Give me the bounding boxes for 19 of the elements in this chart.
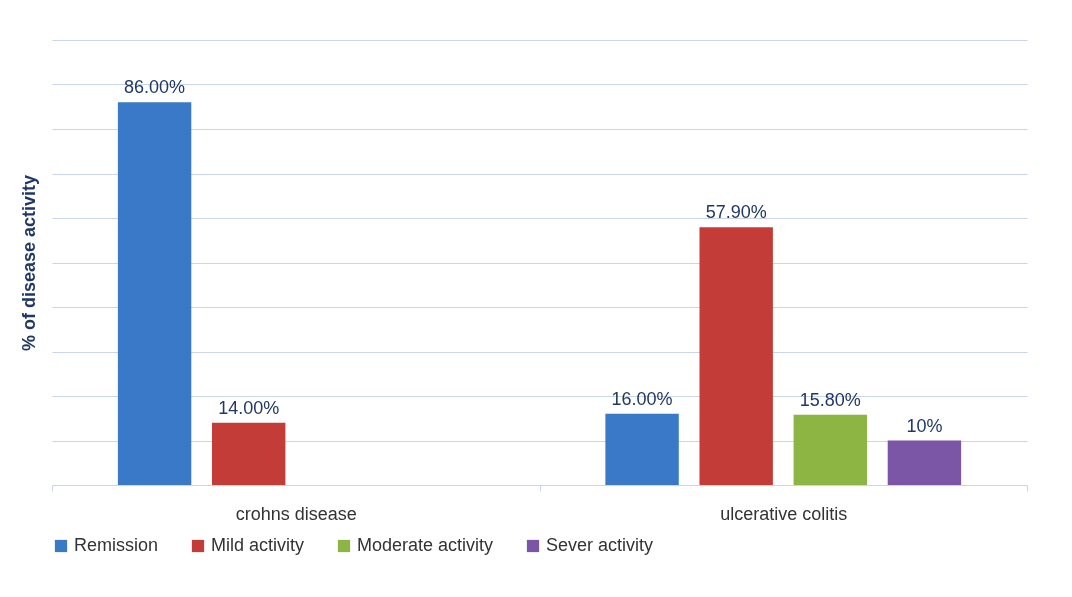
bar [887, 440, 962, 485]
legend-label: Remission [74, 535, 159, 555]
legend-label: Sever activity [546, 535, 654, 555]
bar [605, 413, 679, 485]
bar [793, 414, 868, 485]
legend-label: Mild activity [211, 535, 305, 555]
data-label: 10% [906, 415, 943, 436]
bar [117, 102, 192, 485]
legend-label: Moderate activity [357, 535, 494, 555]
y-axis-title: % of disease activity [18, 174, 39, 352]
data-label: 16.00% [611, 388, 673, 409]
data-label: 86.00% [124, 77, 186, 98]
bar [211, 422, 286, 485]
x-tick-label: crohns disease [235, 503, 357, 524]
data-label: 14.00% [218, 397, 280, 418]
data-label: 57.90% [705, 202, 767, 223]
x-tick-label: ulcerative colitis [720, 503, 848, 524]
bar [699, 227, 773, 485]
data-label: 15.80% [799, 389, 861, 410]
